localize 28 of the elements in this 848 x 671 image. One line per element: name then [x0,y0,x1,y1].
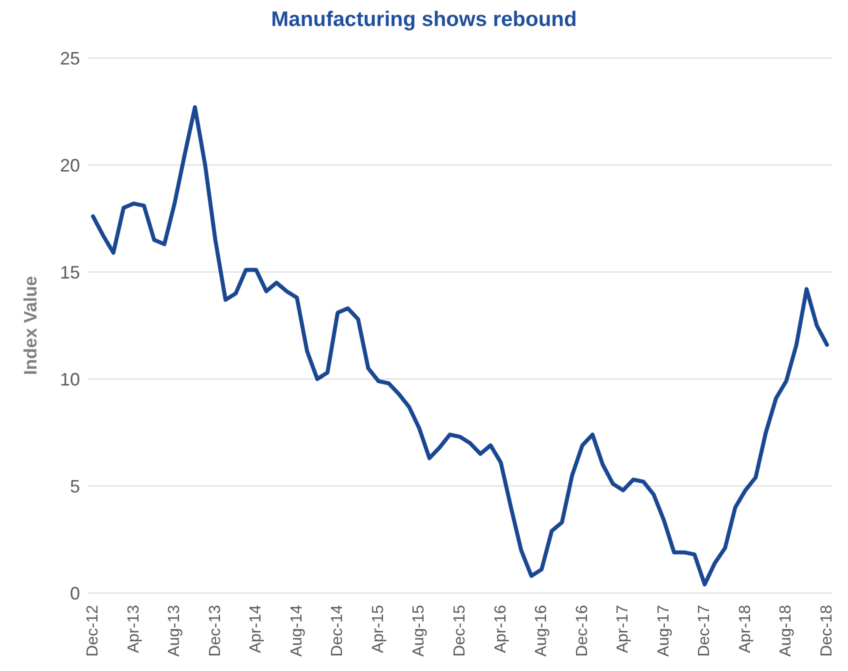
x-tick-label: Aug-13 [166,604,184,657]
x-tick-label: Dec-16 [574,604,591,657]
x-tick-label: Dec-12 [84,604,102,657]
x-tick-label: Aug-15 [410,604,428,657]
x-tick-label: Dec-18 [818,604,836,657]
x-tick-label: Dec-13 [206,604,224,657]
y-tick-label: 15 [60,262,80,282]
x-tick-label: Aug-16 [533,604,550,657]
x-tick-label: Aug-17 [655,604,672,657]
x-tick-label: Apr-13 [125,604,142,654]
y-tick-label: 0 [70,583,80,604]
y-tick-label: 20 [60,155,80,176]
y-tick-label: 10 [60,369,80,390]
x-tick-label: Apr-18 [736,604,754,654]
x-tick-label: Dec-14 [329,604,346,657]
x-tick-label: Aug-14 [288,604,306,657]
x-tick-label: Apr-16 [492,604,510,654]
x-tick-label: Dec-17 [696,604,714,657]
y-tick-label: 25 [60,48,80,68]
x-tick-label: Apr-14 [248,604,265,654]
x-tick-label: Dec-15 [452,604,468,657]
y-tick-label: 5 [70,476,80,496]
x-tick-label: Aug-18 [778,604,795,657]
line-series [91,105,829,586]
x-tick-label: Apr-17 [614,604,632,654]
y-axis-title: Index Value [20,276,40,376]
chart-title: Manufacturing shows rebound [270,8,578,33]
x-tick-label: Apr-15 [370,604,387,654]
